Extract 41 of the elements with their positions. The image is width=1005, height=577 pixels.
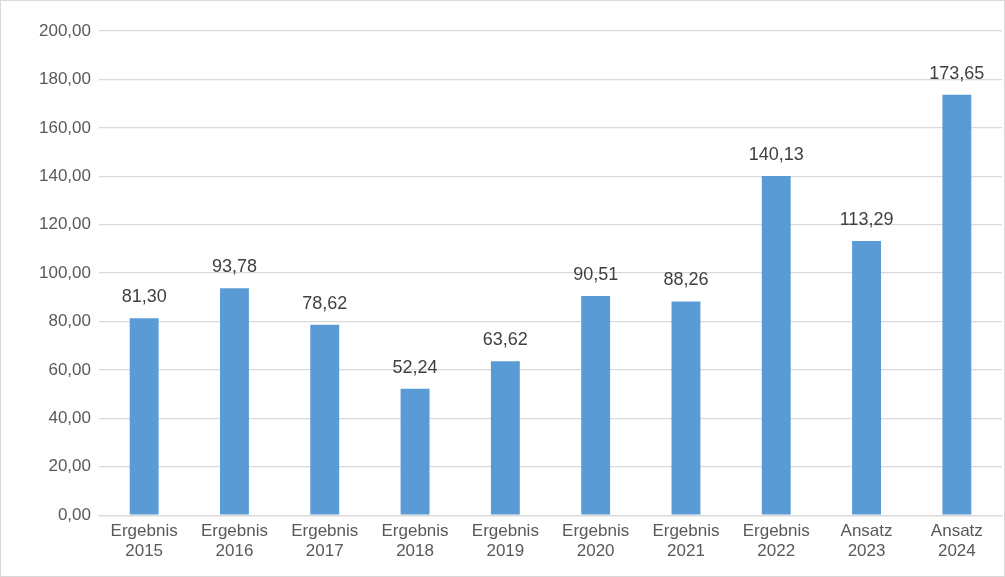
bar (490, 361, 520, 515)
x-tick-label: Ergebnis 2017 (291, 521, 359, 561)
bar (581, 296, 611, 515)
bar (852, 240, 881, 515)
bar (220, 288, 249, 515)
y-tick-label: 120,00 (39, 214, 91, 234)
x-tick-label: Ansatz 2024 (930, 521, 983, 561)
bar (761, 175, 791, 515)
data-label: 78,62 (302, 292, 348, 313)
data-label: 88,26 (663, 269, 709, 290)
data-label: 90,51 (573, 264, 619, 285)
bar (671, 301, 701, 515)
data-label: 173,65 (929, 62, 985, 83)
x-tick-label: Ergebnis 2021 (652, 521, 720, 561)
y-tick-label: 180,00 (39, 69, 91, 89)
data-label: 63,62 (482, 329, 528, 350)
y-tick-label: 60,00 (48, 359, 91, 379)
data-label: 113,29 (839, 208, 894, 229)
x-tick-label: Ergebnis 2016 (200, 521, 268, 561)
data-label: 140,13 (748, 143, 804, 164)
bar (400, 388, 430, 515)
data-label: 52,24 (392, 356, 438, 377)
y-tick-label: 80,00 (48, 311, 91, 331)
bar (129, 318, 159, 515)
x-tick-label: Ansatz 2023 (840, 521, 893, 561)
y-tick-label: 0,00 (57, 504, 91, 524)
x-tick-label: Ergebnis 2015 (110, 521, 178, 561)
y-tick-label: 200,00 (39, 20, 91, 40)
bar (942, 94, 972, 515)
y-tick-label: 140,00 (39, 165, 91, 185)
x-tick-label: Ergebnis 2018 (381, 521, 449, 561)
data-label: 81,30 (121, 286, 167, 307)
bar (310, 324, 340, 515)
y-tick-label: 40,00 (48, 408, 91, 428)
y-tick-label: 20,00 (48, 456, 91, 476)
data-label: 93,78 (211, 256, 257, 277)
x-tick-label: Ergebnis 2020 (562, 521, 630, 561)
x-tick-label: Ergebnis 2022 (742, 521, 810, 561)
x-tick-label: Ergebnis 2019 (471, 521, 539, 561)
y-tick-label: 100,00 (39, 262, 91, 282)
y-tick-label: 160,00 (39, 117, 91, 137)
